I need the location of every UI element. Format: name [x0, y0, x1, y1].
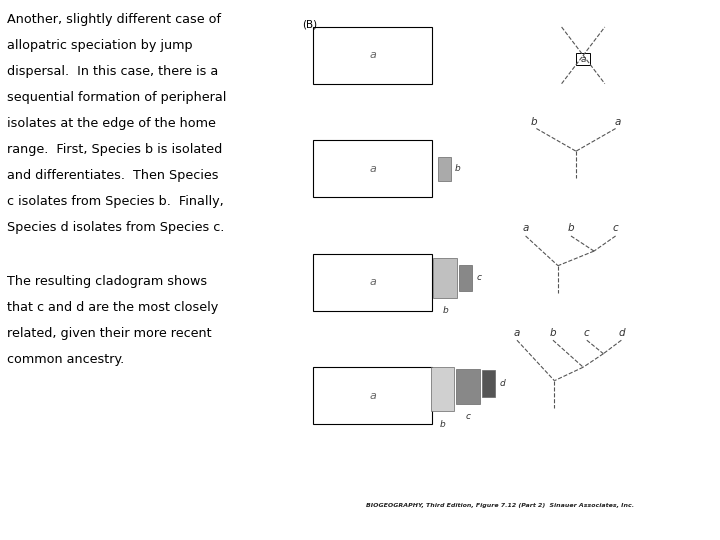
Text: and differentiates.  Then Species: and differentiates. Then Species	[7, 169, 219, 182]
Bar	[313, 254, 432, 310]
Bar	[431, 367, 454, 411]
Bar	[438, 157, 451, 181]
Text: allopatric speciation by jump: allopatric speciation by jump	[7, 39, 193, 52]
Text: c: c	[613, 223, 618, 233]
Bar	[576, 53, 590, 65]
Text: a: a	[615, 117, 621, 127]
Text: b: b	[567, 223, 575, 233]
Text: a: a	[523, 223, 528, 233]
Text: a: a	[369, 277, 376, 287]
Text: a: a	[369, 390, 376, 401]
Text: a: a	[580, 55, 586, 64]
Text: (B): (B)	[302, 20, 318, 30]
Bar	[456, 369, 480, 404]
Bar	[313, 367, 432, 424]
Text: sequential formation of peripheral: sequential formation of peripheral	[7, 91, 227, 104]
Text: c: c	[466, 412, 471, 421]
Text: common ancestry.: common ancestry.	[7, 353, 125, 366]
Text: c: c	[584, 327, 590, 338]
Text: Another, slightly different case of: Another, slightly different case of	[7, 14, 221, 26]
Text: d: d	[500, 379, 505, 388]
Text: a: a	[369, 164, 376, 174]
Bar	[459, 265, 472, 291]
Text: b: b	[455, 164, 461, 173]
Text: related, given their more recent: related, given their more recent	[7, 327, 212, 340]
Text: that c and d are the most closely: that c and d are the most closely	[7, 301, 218, 314]
Text: range.  First, Species b is isolated: range. First, Species b is isolated	[7, 143, 222, 156]
Text: d: d	[618, 327, 625, 338]
Text: isolates at the edge of the home: isolates at the edge of the home	[7, 117, 216, 130]
Text: b: b	[440, 420, 445, 429]
Bar	[482, 370, 495, 397]
Text: Species d isolates from Species c.: Species d isolates from Species c.	[7, 221, 225, 234]
Text: a: a	[369, 50, 376, 60]
Text: c: c	[477, 273, 482, 282]
Bar	[433, 258, 457, 298]
Text: b: b	[443, 306, 448, 315]
Bar	[313, 27, 432, 84]
Text: a: a	[514, 327, 520, 338]
Text: The resulting cladogram shows: The resulting cladogram shows	[7, 275, 207, 288]
Text: c isolates from Species b.  Finally,: c isolates from Species b. Finally,	[7, 195, 224, 208]
Text: dispersal.  In this case, there is a: dispersal. In this case, there is a	[7, 65, 218, 78]
Bar	[313, 140, 432, 197]
Text: b: b	[549, 327, 557, 338]
Text: b: b	[531, 117, 538, 127]
Text: BIOGEOGRAPHY, Third Edition, Figure 7.12 (Part 2)  Sinauer Associates, Inc.: BIOGEOGRAPHY, Third Edition, Figure 7.12…	[366, 503, 634, 508]
